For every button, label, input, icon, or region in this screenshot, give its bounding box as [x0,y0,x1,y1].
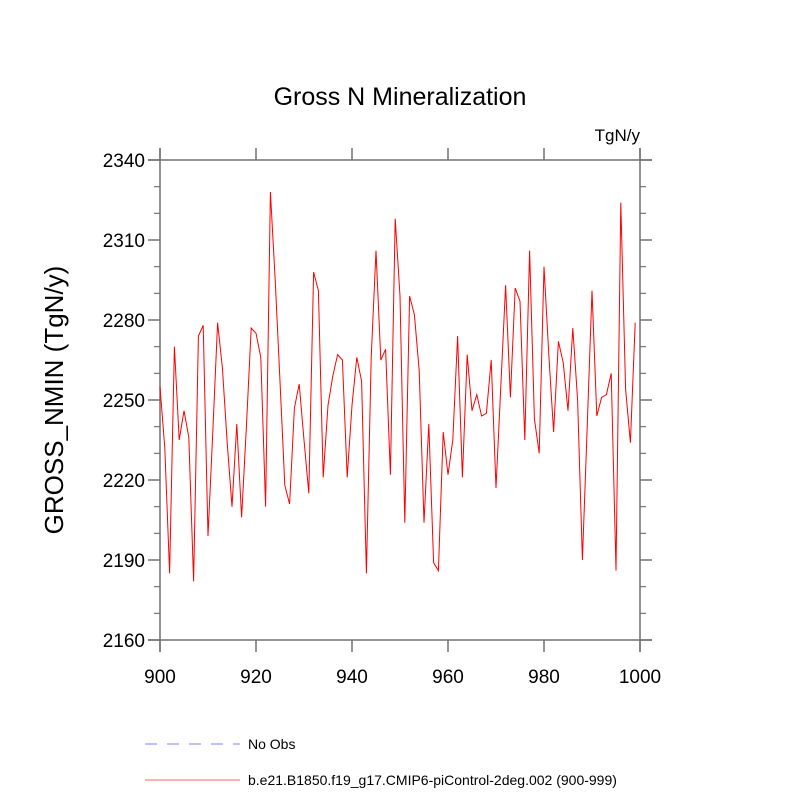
series-line-model [159,191,636,582]
units-label: TgN/y [595,126,641,145]
x-tick-label: 1000 [619,667,661,688]
chart-title: Gross N Mineralization [274,83,527,111]
x-tick-label: 920 [240,667,272,688]
y-tick-label: 2190 [103,551,145,572]
series-layer [159,191,636,582]
x-tick-label: 940 [336,667,368,688]
y-tick-label: 2340 [103,151,145,172]
legend: No Obs b.e21.B1850.f19_g17.CMIP6-piContr… [145,736,617,788]
y-axis-label: GROSS_NMIN (TgN/y) [39,266,69,535]
legend-model-label: b.e21.B1850.f19_g17.CMIP6-piControl-2deg… [248,772,617,788]
y-tick-label: 2250 [103,391,145,412]
legend-no-obs-label: No Obs [248,736,295,752]
y-tick-label: 2160 [103,631,145,652]
y-tick-label: 2280 [103,311,145,332]
x-tick-label: 960 [432,667,464,688]
axes: 900 920 940 960 980 1000 2160 2190 2220 2250 2280 2… [103,148,661,688]
x-tick-label: 980 [528,667,560,688]
x-tick-label: 900 [144,667,176,688]
y-tick-label: 2220 [103,471,145,492]
y-tick-label: 2310 [103,231,145,252]
